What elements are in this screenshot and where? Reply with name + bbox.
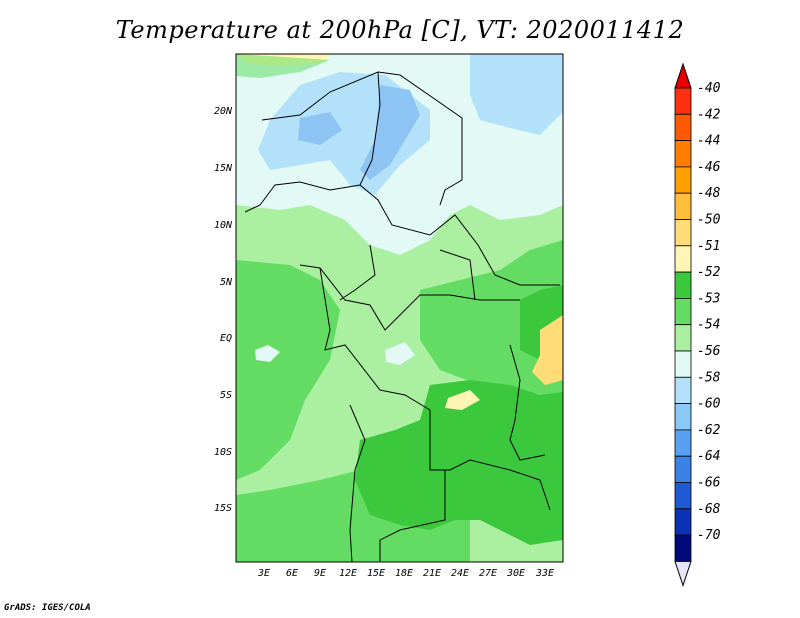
colorbar: -40 -42 -44 -46 -48 -50 -51 -52 -53 -54 -56 -58 -60 -… [674, 62, 721, 587]
field-band-54-spot2 [385, 342, 415, 365]
lon-label: 24E [451, 568, 469, 579]
field-band-53-west [236, 260, 340, 480]
colorbar-label: -68 [697, 502, 721, 517]
colorbar-label: -60 [697, 397, 721, 412]
colorbar-label: -64 [697, 449, 720, 464]
lat-label: 10N [214, 220, 233, 231]
colorbar-swatch [674, 508, 692, 536]
colorbar-swatch [674, 324, 692, 352]
lon-label: 9E [314, 568, 326, 579]
field-band-58-w [298, 112, 342, 145]
colorbar-label: -53 [697, 291, 720, 306]
field-band-51-spot [445, 390, 480, 410]
colorbar-swatch [674, 350, 692, 378]
colorbar-label: -54 [697, 318, 720, 333]
colorbar-swatch [674, 429, 692, 457]
map-frame [235, 53, 564, 563]
colorbar-swatch [674, 219, 692, 247]
colorbar-swatch [674, 376, 692, 404]
colorbar-top-arrow [674, 62, 692, 89]
colorbar-label: -42 [697, 107, 721, 122]
colorbar-swatch [674, 403, 692, 431]
colorbar-swatch [674, 87, 692, 115]
colorbar-swatch [674, 113, 692, 142]
colorbar-swatch [674, 482, 692, 510]
longitude-axis: 3E 6E 9E 12E 15E 18E 21E 24E 27E 30E 33E [257, 568, 554, 579]
colorbar-label: -56 [697, 344, 721, 359]
field-band-52-south [355, 380, 563, 545]
lat-label: 5N [220, 277, 233, 288]
colorbar-swatch [674, 245, 692, 273]
colorbar-bottom-arrow [674, 560, 692, 587]
lon-label: 12E [339, 568, 357, 579]
lat-label: 20N [214, 106, 233, 117]
lon-label: 30E [506, 568, 525, 579]
colorbar-swatch [674, 534, 692, 562]
grads-credit: GrADS: IGES/COLA [4, 603, 91, 613]
colorbar-label: -50 [697, 213, 721, 228]
colorbar-label: -40 [697, 81, 721, 96]
map-title: Temperature at 200hPa [C], VT: 202001141… [115, 16, 685, 44]
colorbar-label: -48 [697, 186, 721, 201]
country-borders [244, 71, 560, 562]
lon-label: 15E [367, 568, 385, 579]
field-band-54-spot [255, 345, 280, 362]
latitude-axis: 20N 15N 10N 5N EQ 5S 10S 15S [214, 106, 233, 514]
colorbar-swatch [674, 455, 692, 483]
lat-label: 15S [214, 503, 232, 514]
temperature-field [236, 54, 563, 562]
colorbar-swatch [674, 192, 692, 220]
lon-label: 33E [535, 568, 554, 579]
lat-label: 10S [214, 447, 232, 458]
field-band-58 [360, 85, 420, 180]
field-band-56-ne [470, 54, 563, 135]
lon-label: 27E [479, 568, 497, 579]
colorbar-label: -70 [697, 528, 721, 543]
colorbar-label: -66 [697, 476, 721, 491]
lat-label: EQ [220, 333, 232, 344]
colorbar-label: -58 [697, 370, 721, 385]
colorbar-swatch [674, 271, 692, 299]
lon-label: 3E [257, 568, 270, 579]
lon-label: 6E [286, 568, 298, 579]
colorbar-label: -52 [697, 265, 721, 280]
colorbar-swatch [674, 140, 692, 168]
lat-label: 15N [214, 163, 233, 174]
lon-label: 18E [395, 568, 413, 579]
colorbar-swatch [674, 166, 692, 194]
lat-label: 5S [220, 390, 232, 401]
lon-label: 21E [423, 568, 441, 579]
colorbar-label: -51 [697, 239, 720, 254]
colorbar-label: -62 [697, 423, 721, 438]
colorbar-swatch [674, 297, 692, 326]
field-band-53-top [236, 54, 330, 78]
colorbar-label: -46 [697, 160, 721, 175]
field-band-50-east [532, 315, 563, 385]
field-band-53-east [420, 240, 563, 400]
colorbar-label: -44 [697, 134, 720, 149]
